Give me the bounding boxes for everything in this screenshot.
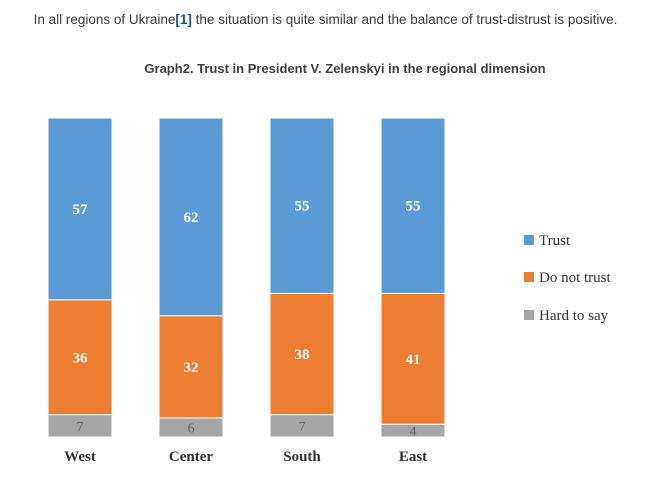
legend-label-trust: Trust (539, 233, 571, 249)
bar-west-trust (47, 117, 113, 301)
data-label-east-trust: 55 (406, 199, 421, 215)
legend-swatch-trust (524, 235, 534, 245)
bar-center-trust (158, 117, 224, 317)
legend-label-do-not-trust: Do not trust (539, 270, 612, 286)
data-label-west-trust: 57 (73, 202, 89, 218)
chart-title: Graph2. Trust in President V. Zelenskyi … (144, 61, 546, 76)
intro-text-after: the situation is quite similar and the b… (191, 12, 618, 27)
bar-south-do-not-trust (269, 292, 335, 416)
bar-east-trust (380, 117, 446, 294)
category-label-south: South (283, 449, 321, 465)
category-label-center: Center (169, 449, 213, 465)
category-label-west: West (64, 449, 96, 465)
legend-swatch-do-not-trust (524, 272, 534, 282)
data-label-east-do-not-trust: 41 (406, 352, 421, 368)
footnote-link[interactable]: [1] (175, 12, 192, 27)
bar-south-trust (269, 117, 335, 294)
data-label-south-do-not-trust: 38 (295, 347, 310, 363)
legend-label-hard-to-say: Hard to say (539, 308, 609, 324)
data-label-south-trust: 55 (295, 199, 310, 215)
data-label-south-hard-to-say: 7 (299, 420, 306, 435)
legend-swatch-hard-to-say (524, 310, 534, 320)
data-label-east-hard-to-say: 4 (410, 425, 417, 440)
category-label-east: East (399, 449, 427, 465)
intro-text: In all regions of Ukraine[1] the situati… (0, 12, 651, 27)
data-label-center-do-not-trust: 32 (184, 360, 199, 376)
data-label-center-hard-to-say: 6 (188, 421, 195, 436)
bar-center-do-not-trust (158, 315, 224, 419)
data-label-center-trust: 62 (184, 210, 199, 226)
data-label-west-do-not-trust: 36 (73, 350, 89, 366)
bar-east-do-not-trust (380, 292, 446, 425)
data-label-west-hard-to-say: 7 (77, 420, 84, 435)
intro-text-before: In all regions of Ukraine (33, 12, 176, 27)
